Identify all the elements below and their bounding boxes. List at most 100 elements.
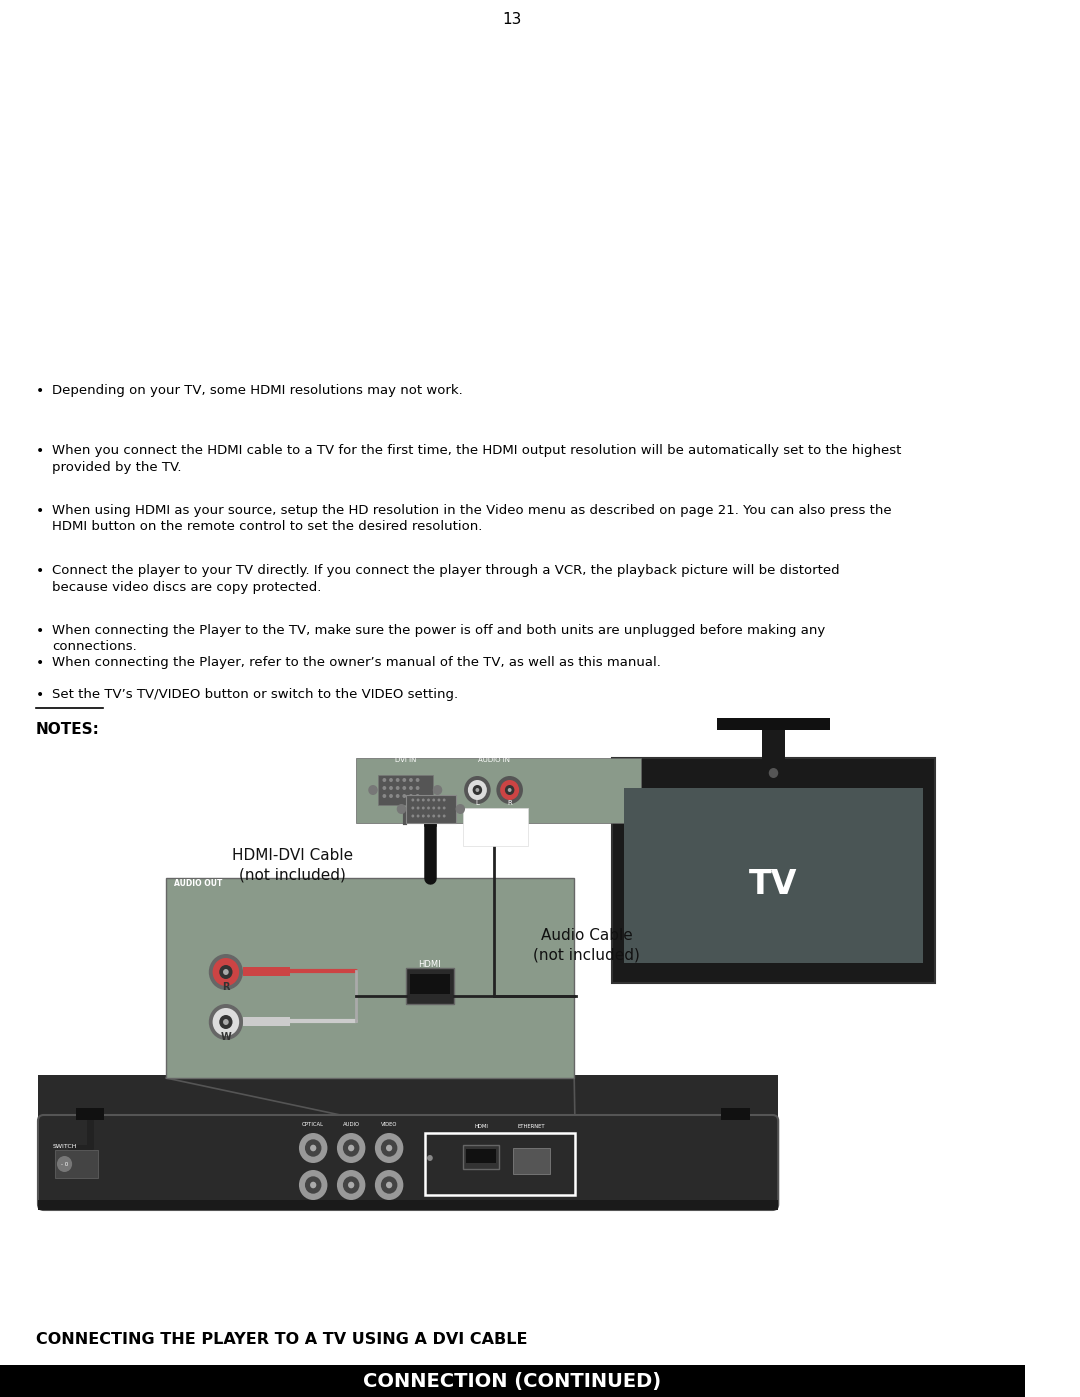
Text: TV: TV [750,869,798,901]
Circle shape [417,814,419,817]
Circle shape [473,785,482,795]
Circle shape [432,799,435,802]
Circle shape [456,805,465,814]
Circle shape [381,1176,397,1193]
Bar [243,967,291,977]
Text: Depending on your TV, some HDMI resolutions may not work.: Depending on your TV, some HDMI resoluti… [52,384,463,397]
Bar [76,1108,105,1120]
Circle shape [403,793,406,798]
Circle shape [411,799,415,802]
Text: When you connect the HDMI cable to a TV for the first time, the HDMI output reso: When you connect the HDMI cable to a TV … [52,444,902,474]
Text: •: • [36,657,44,671]
Text: CONNECTING THE PLAYER TO A TV USING A DVI CABLE: CONNECTING THE PLAYER TO A TV USING A DV… [36,1333,527,1348]
Circle shape [427,799,430,802]
Circle shape [343,1176,360,1193]
Circle shape [432,814,435,817]
Circle shape [368,785,378,795]
Circle shape [422,814,424,817]
Text: •: • [36,687,44,703]
Text: •: • [36,504,44,518]
Circle shape [437,814,441,817]
Text: HDMI: HDMI [474,1125,488,1130]
Circle shape [437,806,441,809]
Circle shape [382,778,387,782]
Text: Audio Cable
(not included): Audio Cable (not included) [534,928,640,963]
Circle shape [224,1018,229,1025]
Circle shape [382,793,387,798]
Circle shape [219,965,232,979]
Circle shape [389,793,393,798]
Text: Set the TV’s TV/VIDEO button or switch to the VIDEO setting.: Set the TV’s TV/VIDEO button or switch t… [52,687,458,701]
Bar [463,807,528,847]
Circle shape [299,1171,327,1200]
Text: ETHERNET: ETHERNET [517,1125,545,1130]
Circle shape [343,1140,360,1157]
Circle shape [337,1133,365,1162]
Circle shape [348,1182,354,1189]
Bar [721,1108,750,1120]
Text: OPTICAL: OPTICAL [302,1123,324,1127]
Circle shape [224,970,229,975]
Bar [356,759,640,823]
Bar [38,1076,779,1155]
Text: •: • [36,444,44,458]
Circle shape [389,787,393,789]
Text: SWITCH: SWITCH [52,1144,77,1148]
Bar [716,718,831,731]
Circle shape [395,787,400,789]
Circle shape [508,788,512,792]
Circle shape [433,785,443,795]
Circle shape [409,778,413,782]
Text: CONNECTION (CONTINUED): CONNECTION (CONTINUED) [364,1372,662,1390]
Text: W: W [220,1032,231,1042]
Circle shape [422,799,424,802]
Text: L: L [475,800,480,806]
Bar [38,1200,779,1210]
Text: - 0: - 0 [60,1161,68,1166]
Circle shape [305,1176,322,1193]
Bar [410,974,450,995]
Bar [513,1148,551,1173]
Bar [166,877,575,1078]
Bar [762,726,785,760]
Circle shape [475,788,480,792]
Circle shape [409,787,413,789]
Bar [378,775,433,805]
Circle shape [443,806,446,809]
Circle shape [403,778,406,782]
Bar [463,1146,499,1169]
Bar [0,1365,1025,1397]
Text: Connect the player to your TV directly. If you connect the player through a VCR,: Connect the player to your TV directly. … [52,564,840,594]
Circle shape [57,1155,72,1172]
Text: HDMI-DVI Cable
(not included): HDMI-DVI Cable (not included) [232,848,353,883]
Text: DVI IN: DVI IN [394,757,416,763]
Circle shape [337,1171,365,1200]
Text: •: • [36,384,44,398]
Text: When connecting the Player, refer to the owner’s manual of the TV, as well as th: When connecting the Player, refer to the… [52,657,661,669]
FancyBboxPatch shape [38,1115,779,1210]
Bar [243,1017,291,1025]
Circle shape [427,814,430,817]
Circle shape [310,1144,316,1151]
Circle shape [389,778,393,782]
Bar [623,788,923,963]
Circle shape [437,799,441,802]
Circle shape [432,806,435,809]
Circle shape [375,1171,403,1200]
Circle shape [417,806,419,809]
Bar [55,1150,98,1178]
Text: R: R [508,800,512,806]
Circle shape [348,1144,354,1151]
Circle shape [396,805,406,814]
Circle shape [381,1140,397,1157]
Text: 13: 13 [503,13,523,28]
Text: NOTES:: NOTES: [36,722,100,738]
Circle shape [213,1009,239,1037]
Text: •: • [36,624,44,638]
Bar [406,795,456,823]
Circle shape [769,768,779,778]
Circle shape [497,775,523,805]
Circle shape [305,1140,322,1157]
Circle shape [417,799,419,802]
Text: VIDEO: VIDEO [381,1123,397,1127]
